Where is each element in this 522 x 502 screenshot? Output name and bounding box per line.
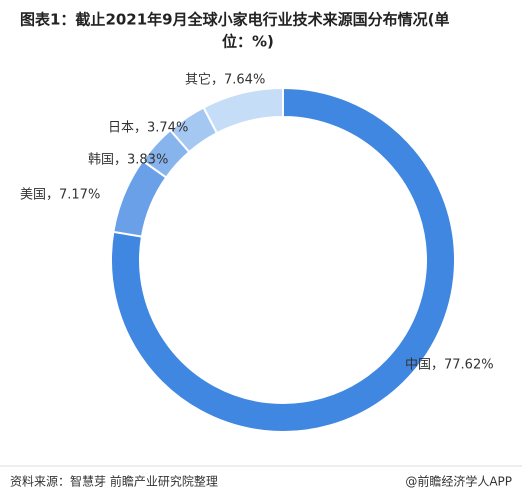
data-label: 中国，77.62% [405, 358, 494, 373]
source: 资料来源：智慧芽 前瞻产业研究院整理 [10, 474, 218, 489]
data-label: 其它，7.64% [185, 72, 265, 88]
credit: @前瞻经济学人APP [405, 474, 512, 489]
data-label: 韩国，3.83% [88, 153, 168, 168]
donut-segment [202, 86, 284, 135]
chart-title: 图表1：截止2021年9月全球小家电行业技术来源国分布情况(单 [20, 11, 449, 29]
data-label: 美国，7.17% [20, 188, 100, 203]
donut-segment [110, 86, 456, 433]
chart-title: 位：%) [222, 33, 274, 51]
data-label: 日本，3.74% [108, 121, 188, 136]
